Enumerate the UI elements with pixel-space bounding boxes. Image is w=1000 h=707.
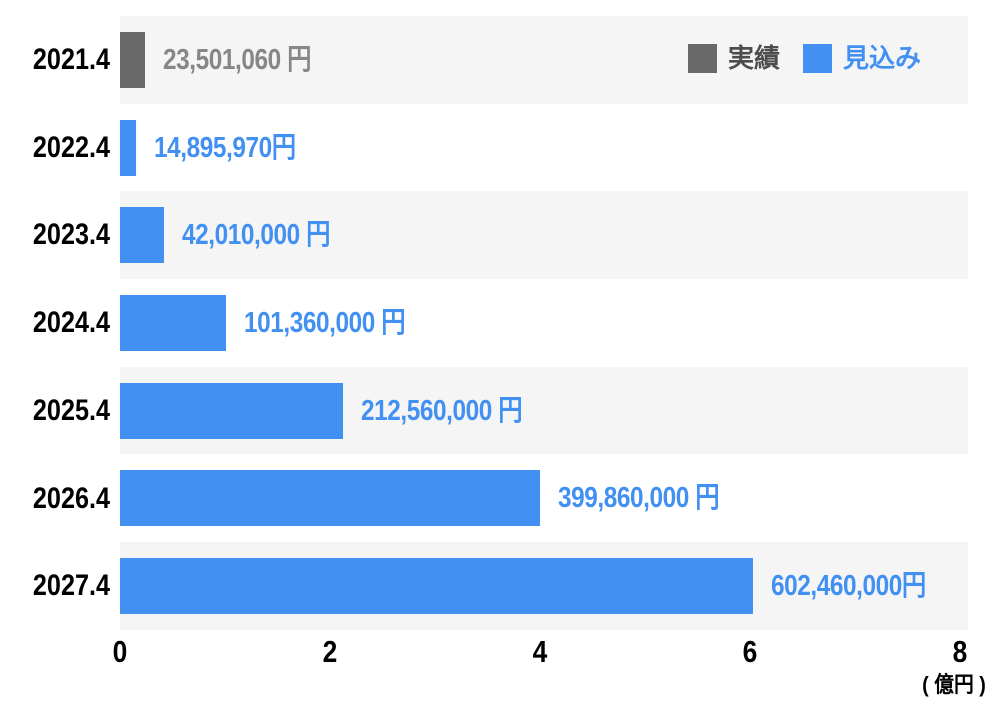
- bar-forecast: [120, 119, 136, 176]
- x-tick-label: 0: [112, 634, 128, 669]
- value-label: 42,010,000 円: [182, 219, 331, 252]
- value-label: 101,360,000 円: [244, 306, 406, 339]
- bar-forecast: [120, 207, 165, 264]
- category-label: 2024.4: [32, 306, 110, 340]
- category-label: 2025.4: [32, 393, 110, 427]
- x-tick-label: 2: [322, 634, 338, 669]
- legend-item-forecast: 見込み: [803, 44, 921, 73]
- category-label: 2021.4: [32, 43, 110, 76]
- bar-forecast: [120, 470, 540, 527]
- legend-label-actual: 実績: [728, 43, 781, 73]
- row-stripe: [120, 191, 968, 280]
- value-label: 399,860,000 円: [557, 482, 720, 515]
- category-label: 2023.4: [32, 218, 110, 252]
- bar-actual: [120, 31, 145, 88]
- x-tick-label: 4: [532, 634, 548, 669]
- x-tick-label: 8: [952, 634, 968, 669]
- value-label: 14,895,970円: [153, 131, 296, 164]
- x-tick-label: 6: [742, 634, 758, 669]
- value-label: 212,560,000 円: [361, 394, 523, 427]
- category-label: 2026.4: [32, 481, 110, 515]
- category-label: 2027.4: [32, 569, 110, 603]
- legend-label-forecast: 見込み: [843, 43, 922, 73]
- category-label: 2022.4: [32, 130, 110, 164]
- bar-forecast: [120, 294, 227, 351]
- x-axis-unit-label: ( 億円 ): [922, 672, 986, 697]
- legend-item-actual: 実績: [688, 44, 780, 73]
- bar-forecast: [120, 382, 344, 439]
- legend-swatch-actual-icon: [688, 44, 717, 73]
- value-label: 23,501,060 円: [162, 43, 311, 76]
- bar-forecast: [120, 558, 753, 615]
- value-label: 602,460,000円: [770, 570, 926, 603]
- legend-swatch-forecast-icon: [803, 44, 832, 73]
